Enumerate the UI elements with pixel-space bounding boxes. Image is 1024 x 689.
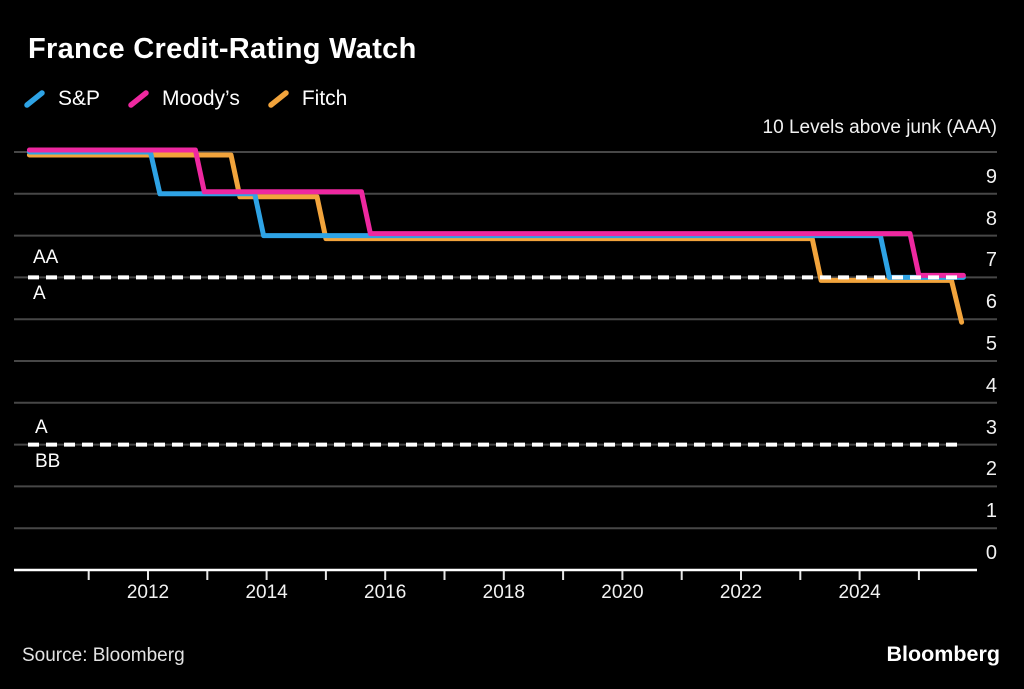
rating-label-a-upper: A: [33, 283, 46, 304]
sp-slash-icon: [24, 90, 45, 108]
y-tick-label-4: 4: [985, 374, 997, 397]
legend-item-sp: S&P: [22, 87, 100, 111]
bloomberg-logo: Bloomberg: [886, 642, 1000, 666]
x-tick-label-2024: 2024: [838, 582, 881, 603]
rating-label-a-lower: A: [35, 417, 48, 438]
legend-item-moodys: Moody’s: [126, 87, 240, 111]
legend: S&P Moody’s Fitch: [22, 87, 347, 111]
x-tick-label-2012: 2012: [126, 582, 170, 603]
y-tick-label-8: 8: [985, 207, 997, 230]
source-attribution: Source: Bloomberg: [22, 645, 185, 666]
series-line-fitch: [26, 152, 965, 325]
y-tick-label-1: 1: [985, 500, 997, 523]
y-tick-label-9: 9: [985, 165, 997, 188]
y-tick-label-2: 2: [985, 458, 997, 481]
series-line-sp: [26, 149, 966, 280]
y-tick-label-6: 6: [985, 291, 997, 314]
legend-label-sp: S&P: [58, 87, 101, 110]
x-tick-label-2020: 2020: [601, 582, 644, 603]
y-tick-label-7: 7: [985, 249, 997, 272]
y-tick-label-3: 3: [985, 416, 997, 439]
legend-label-moodys: Moody’s: [162, 87, 240, 110]
rating-label-bb: BB: [35, 451, 61, 472]
x-tick-label-2018: 2018: [482, 582, 525, 603]
series-line-moodys: [26, 147, 966, 278]
legend-item-fitch: Fitch: [266, 87, 348, 111]
legend-label-fitch: Fitch: [301, 87, 348, 110]
rating-label-aa: AA: [33, 247, 59, 268]
fitch-slash-icon: [268, 90, 289, 108]
moodys-slash-icon: [128, 90, 149, 108]
y-axis-top-label: 10 Levels above junk (AAA): [762, 117, 997, 138]
x-tick-label-2022: 2022: [719, 582, 763, 603]
x-tick-label-2014: 2014: [245, 582, 288, 603]
y-tick-label-5: 5: [985, 333, 997, 355]
page-title: France Credit-Rating Watch: [28, 33, 417, 65]
y-tick-label-0: 0: [985, 542, 997, 564]
x-tick-label-2016: 2016: [364, 582, 407, 603]
